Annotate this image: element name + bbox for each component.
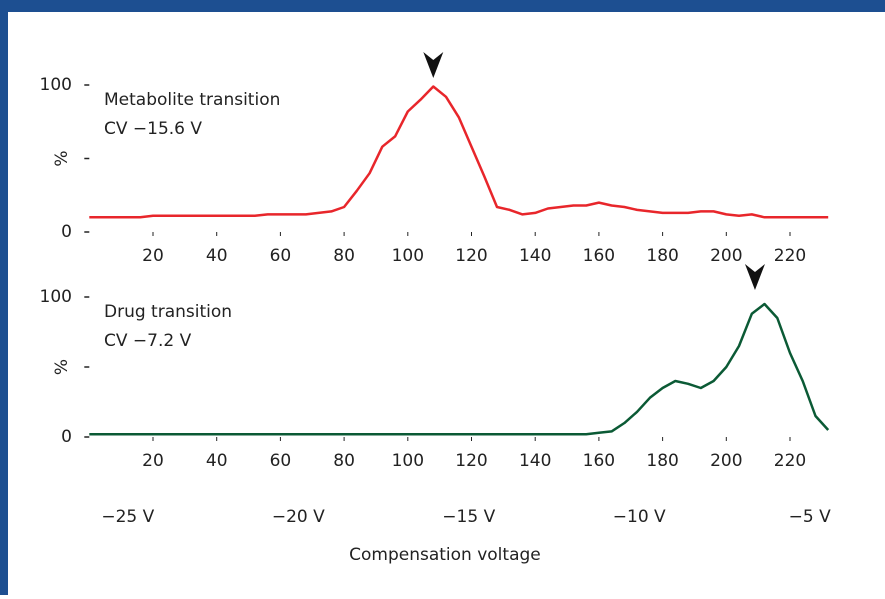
x-tick-label: 220: [774, 246, 806, 266]
x-tick-label: 80: [333, 246, 355, 266]
peak-arrow: [423, 52, 444, 78]
y-tick-label: 100: [40, 75, 72, 95]
x-tick-label: 100: [392, 246, 424, 266]
x-tick-label: 20: [142, 451, 164, 471]
y-axis-label: %: [52, 359, 72, 375]
x-tick-label: 180: [646, 451, 678, 471]
annotation: CV −7.2 V: [104, 331, 192, 351]
annotation: Drug transition: [104, 302, 232, 322]
x-tick-label: 100: [392, 451, 424, 471]
x2-tick-label: −10 V: [613, 507, 666, 527]
x-tick-label: 180: [646, 246, 678, 266]
x2-tick-label: −20 V: [272, 507, 325, 527]
x-tick-label: 60: [270, 246, 292, 266]
x-tick-label: 160: [583, 451, 615, 471]
x-tick-label: 200: [710, 451, 742, 471]
series-line: [89, 302, 830, 436]
x2-tick-label: −25 V: [101, 507, 154, 527]
series-line: [89, 85, 829, 219]
y-tick-label: 100: [40, 287, 72, 307]
x-tick-label: 140: [519, 451, 551, 471]
frame-border: [0, 0, 8, 595]
x-tick-label: 40: [206, 246, 228, 266]
x-axis-title: Compensation voltage: [349, 545, 541, 565]
x2-tick-label: −5 V: [789, 507, 831, 527]
x-tick-label: 120: [455, 246, 487, 266]
x2-tick-label: −15 V: [442, 507, 495, 527]
header-bar: [0, 0, 885, 12]
x-tick-label: 200: [710, 246, 742, 266]
y-tick-label: 0: [61, 222, 72, 242]
x-tick-label: 140: [519, 246, 551, 266]
x-tick-label: 20: [142, 246, 164, 266]
annotation: CV −15.6 V: [104, 119, 202, 139]
peak-arrow: [744, 264, 765, 290]
y-tick-label: 0: [61, 427, 72, 447]
x-tick-label: 120: [455, 451, 487, 471]
x-tick-label: 220: [774, 451, 806, 471]
y-axis-label: %: [52, 150, 72, 166]
x-tick-label: 40: [206, 451, 228, 471]
annotation: Metabolite transition: [104, 90, 280, 110]
x-tick-label: 160: [583, 246, 615, 266]
x-tick-label: 80: [333, 451, 355, 471]
x-tick-label: 60: [270, 451, 292, 471]
